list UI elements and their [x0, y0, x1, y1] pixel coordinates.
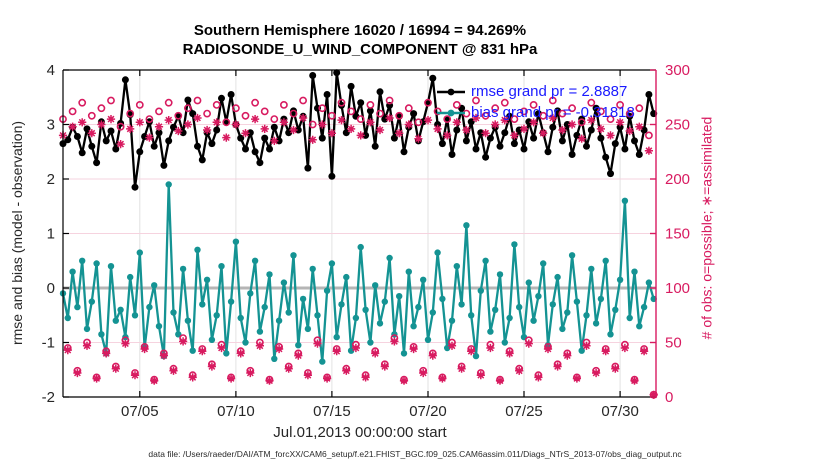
right-axis-ticks: 0 50 100 150 200 250 300	[650, 62, 690, 406]
x-axis-ticks: 07/05 07/10 07/15 07/20 07/25 07/30	[121, 70, 639, 420]
data-file-path: data file: /Users/raeder/DAI/ATM_forcXX/…	[148, 449, 682, 459]
svg-text:200: 200	[665, 171, 690, 188]
svg-text:250: 250	[665, 117, 690, 134]
bias-line-sample-icon	[437, 109, 465, 116]
legend-item-rmse: rmse grand pr = 2.8887	[437, 81, 635, 102]
svg-text:0: 0	[47, 280, 55, 297]
svg-text:100: 100	[665, 280, 690, 297]
svg-text:2: 2	[47, 171, 55, 188]
svg-text:3: 3	[47, 117, 55, 134]
legend: rmse grand pr = 2.8887 bias grand pr = -…	[437, 81, 635, 123]
svg-text:07/25: 07/25	[505, 403, 543, 420]
svg-text:0: 0	[665, 389, 673, 406]
assimilated-obs-markers	[58, 113, 658, 399]
svg-text:07/10: 07/10	[217, 403, 255, 420]
legend-item-bias: bias grand pr = -0.31818	[437, 102, 635, 123]
legend-label-rmse: rmse grand pr = 2.8887	[471, 83, 628, 100]
svg-text:-1: -1	[42, 335, 55, 352]
left-y-axis-label: rmse and bias (model - observation)	[9, 120, 25, 346]
svg-text:300: 300	[665, 62, 690, 79]
left-axis-ticks: -2 -1 0 1 2 3 4	[42, 62, 69, 406]
legend-label-bias: bias grand pr = -0.31818	[471, 104, 635, 121]
svg-text:07/20: 07/20	[409, 403, 447, 420]
svg-text:-2: -2	[42, 389, 55, 406]
svg-text:50: 50	[665, 335, 682, 352]
svg-text:07/30: 07/30	[601, 403, 639, 420]
svg-text:150: 150	[665, 226, 690, 243]
right-y-axis-label: # of obs: o=possible; ∗=assimilated	[698, 116, 715, 340]
svg-text:4: 4	[47, 62, 55, 79]
svg-text:07/15: 07/15	[313, 403, 351, 420]
svg-text:1: 1	[47, 226, 55, 243]
chart-subtitle: RADIOSONDE_U_WIND_COMPONENT @ 831 hPa	[182, 41, 538, 58]
bias-series	[59, 181, 657, 365]
svg-text:07/05: 07/05	[121, 403, 159, 420]
chart-title: Southern Hemisphere 16020 / 16994 = 94.2…	[193, 22, 527, 39]
rmse-line-sample-icon	[437, 88, 465, 95]
x-axis-label: Jul.01,2013 00:00:00 start	[273, 424, 447, 441]
